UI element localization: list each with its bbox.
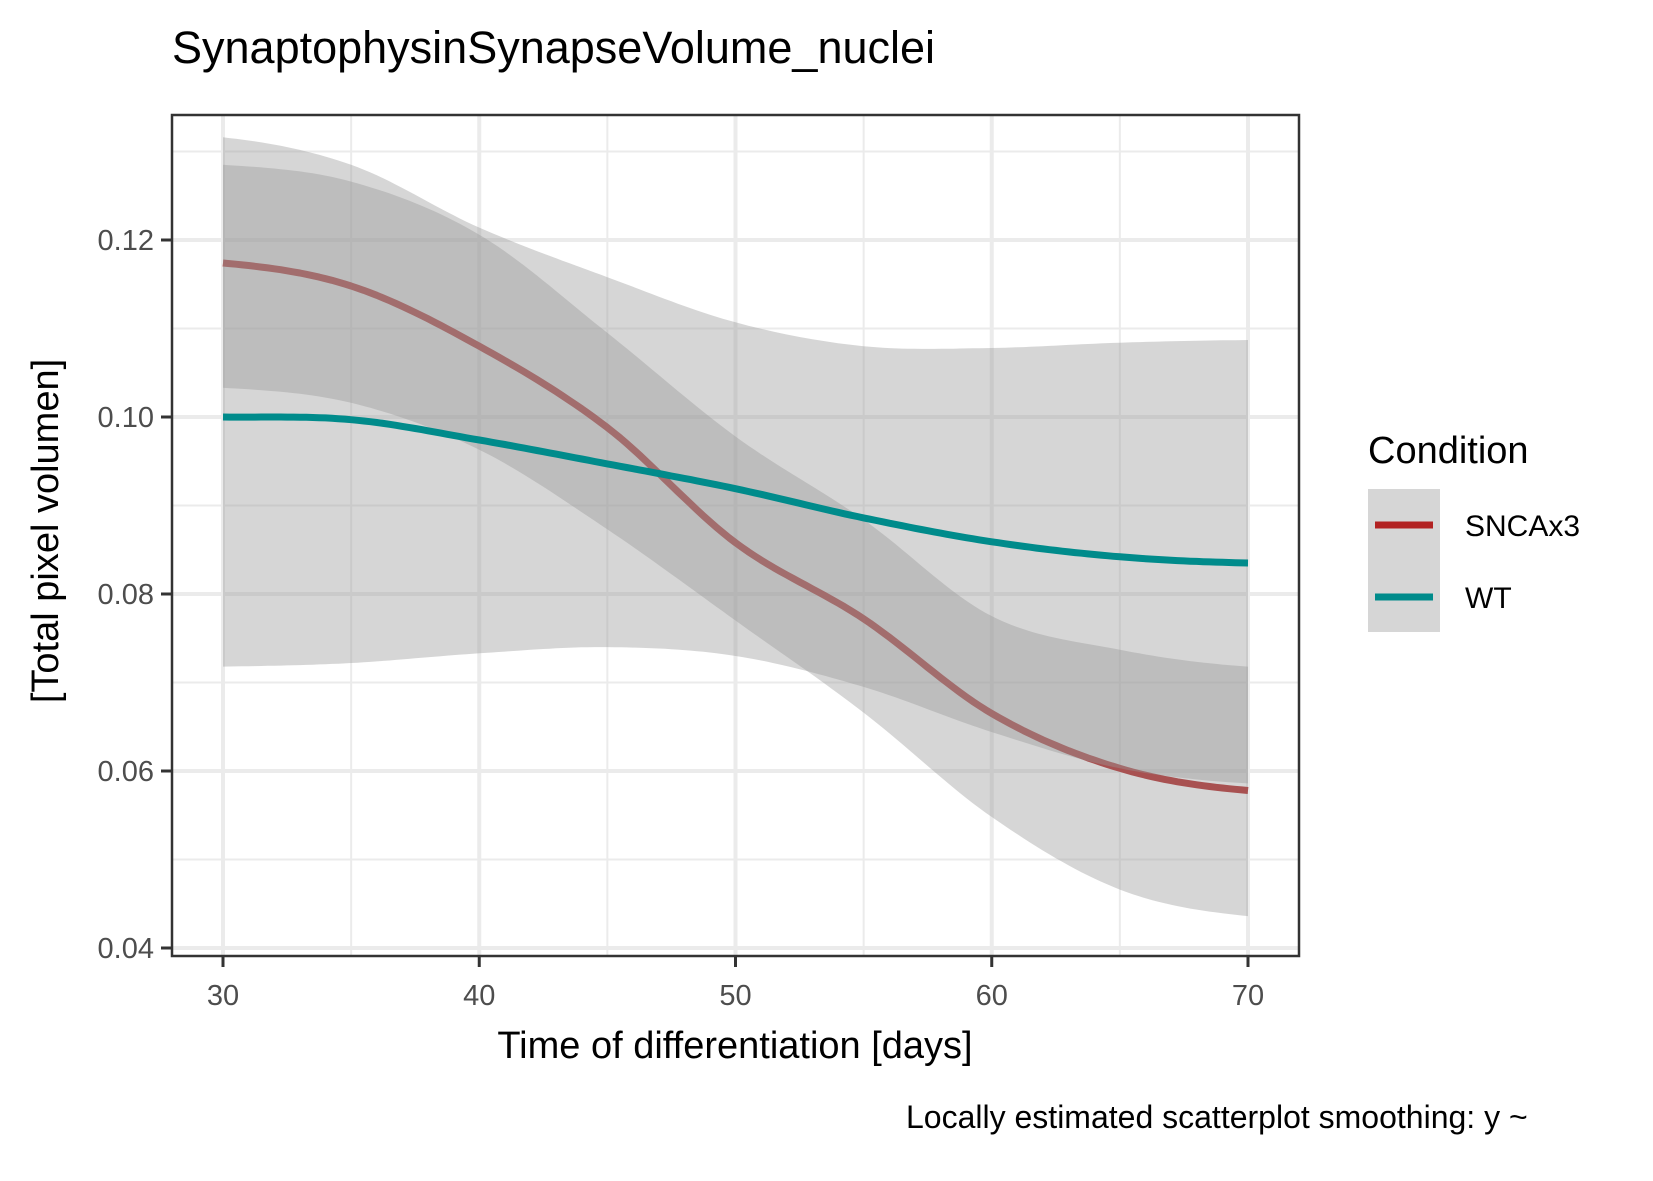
legend: Condition SNCAx3 WT [1368, 430, 1580, 632]
y-tick-label: 0.12 [98, 225, 154, 257]
legend-title: Condition [1368, 430, 1529, 472]
y-tick-label: 0.10 [98, 402, 154, 434]
plot-panel [170, 113, 1301, 958]
major-gridlines [172, 115, 1299, 956]
legend-label-sncax3: SNCAx3 [1465, 510, 1580, 543]
x-axis-title: Time of differentiation [days] [497, 1025, 972, 1067]
chart-caption: Locally estimated scatterplot smoothing:… [906, 1099, 1528, 1135]
smooth-line-sncax3 [222, 259, 1249, 794]
y-tick-label: 0.04 [98, 933, 154, 965]
confidence-ribbon-sncax3 [223, 164, 1248, 917]
y-axis: 0.04 0.06 0.08 0.10 0.12 [98, 225, 172, 965]
x-tick-label: 50 [719, 980, 751, 1012]
smooth-line-wt [222, 413, 1249, 567]
y-axis-title: [Total pixel volumen] [25, 359, 67, 703]
chart-title: SynaptophysinSynapseVolume_nuclei [172, 22, 935, 73]
smooth-layers [222, 137, 1249, 917]
x-tick-label: 30 [207, 980, 239, 1012]
y-tick-label: 0.06 [98, 756, 154, 788]
x-tick-label: 70 [1232, 980, 1264, 1012]
legend-label-wt: WT [1465, 582, 1512, 615]
x-axis: 30 40 50 60 70 [207, 956, 1264, 1012]
y-tick-label: 0.08 [98, 579, 154, 611]
legend-key-background [1368, 489, 1440, 632]
confidence-ribbon-wt [223, 137, 1248, 784]
x-tick-label: 60 [976, 980, 1008, 1012]
x-tick-label: 40 [463, 980, 495, 1012]
